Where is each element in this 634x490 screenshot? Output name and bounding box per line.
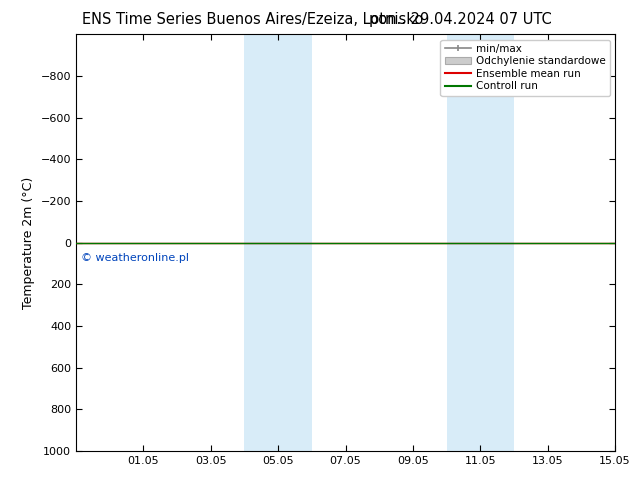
Y-axis label: Temperature 2m (°C): Temperature 2m (°C) (22, 176, 35, 309)
Legend: min/max, Odchylenie standardowe, Ensemble mean run, Controll run: min/max, Odchylenie standardowe, Ensembl… (441, 40, 610, 96)
Bar (446, 34, 514, 451)
Text: ENS Time Series Buenos Aires/Ezeiza, Lotnisko: ENS Time Series Buenos Aires/Ezeiza, Lot… (82, 12, 424, 27)
Bar (245, 34, 312, 451)
Text: pon.. 29.04.2024 07 UTC: pon.. 29.04.2024 07 UTC (369, 12, 552, 27)
Text: © weatheronline.pl: © weatheronline.pl (81, 253, 189, 263)
